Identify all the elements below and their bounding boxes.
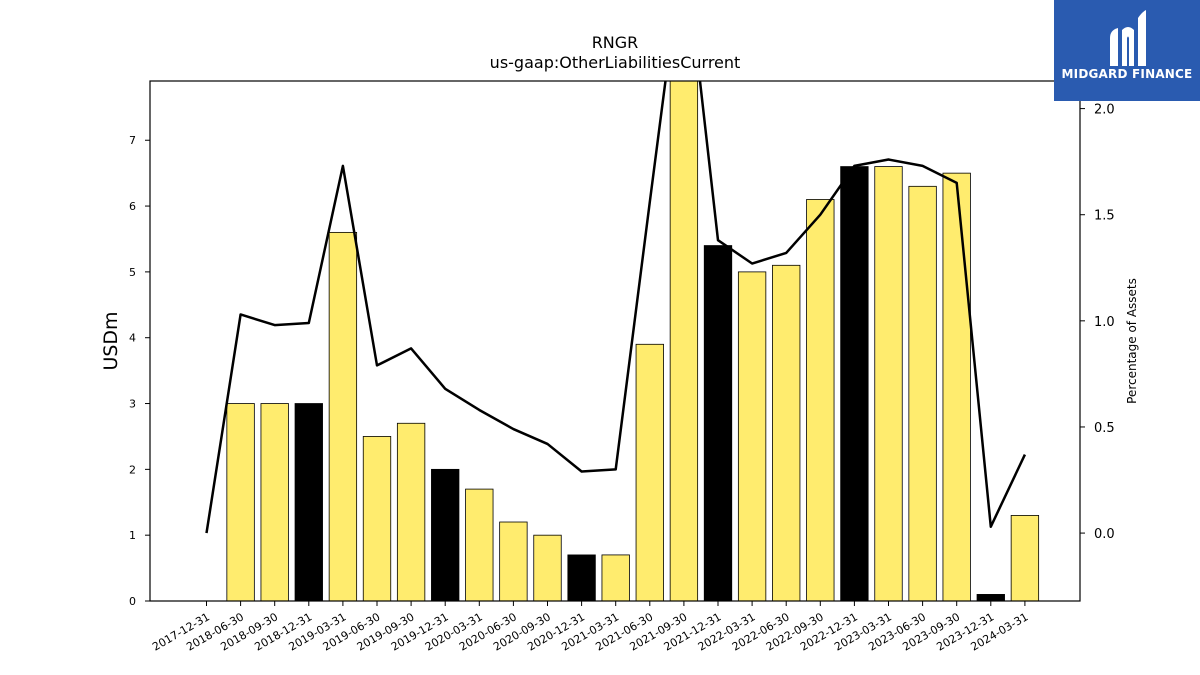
bar — [737, 271, 767, 602]
bar — [567, 554, 596, 602]
bar — [772, 264, 801, 602]
chart-title: RNGR — [592, 33, 639, 52]
bar — [840, 166, 869, 602]
bar — [806, 199, 835, 602]
bar — [396, 422, 426, 602]
bar — [942, 172, 971, 602]
y-tick-label: 0 — [129, 595, 136, 608]
y-tick-label: 5 — [129, 266, 136, 279]
plot-frame — [149, 80, 1081, 602]
y-tick-label: 4 — [129, 332, 136, 345]
midgard-finance-logo: MIDGARD FINANCE — [1054, 0, 1200, 101]
chart-subtitle: us-gaap:OtherLiabilitiesCurrent — [490, 53, 741, 72]
bar — [362, 436, 392, 602]
bar — [294, 403, 323, 602]
bar — [499, 521, 528, 602]
bar — [669, 80, 699, 602]
y-tick-label: 7 — [129, 134, 136, 147]
y2-tick-label: 1.5 — [1094, 209, 1115, 224]
y2-tick-label: 2.0 — [1094, 103, 1115, 118]
bar — [533, 534, 562, 602]
bar — [976, 594, 1005, 602]
y2-tick-label: 0.5 — [1094, 421, 1115, 436]
bar — [465, 488, 494, 602]
logo-text: MIDGARD FINANCE — [1061, 67, 1193, 81]
bar — [1010, 515, 1040, 602]
percentage-line — [205, 81, 1027, 534]
bar — [703, 245, 733, 602]
bar — [908, 185, 937, 602]
bar — [260, 403, 289, 602]
bar — [601, 554, 630, 602]
plot-area: 012345670.00.51.01.52.02017-12-312018-06… — [129, 80, 1115, 654]
y-tick-label: 2 — [129, 463, 136, 476]
logo-mark-icon — [1110, 10, 1146, 66]
y-axis-label: USDm — [100, 311, 122, 370]
y-tick-label: 6 — [129, 200, 136, 213]
y-tick-label: 1 — [129, 529, 136, 542]
bar — [635, 343, 664, 602]
bar — [874, 166, 903, 602]
bar — [226, 403, 255, 602]
y-tick-label: 3 — [129, 398, 136, 411]
y2-tick-label: 1.0 — [1094, 315, 1115, 330]
y2-axis-label: Percentage of Assets — [1125, 278, 1139, 404]
y2-tick-label: 0.0 — [1094, 527, 1115, 542]
bar — [328, 231, 358, 602]
bar — [431, 468, 460, 602]
